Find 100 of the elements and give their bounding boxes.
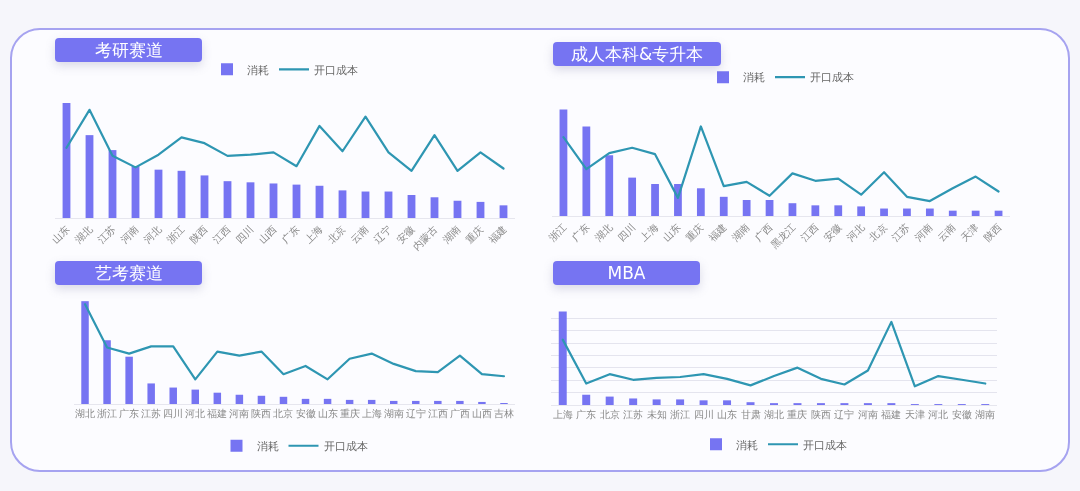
x-tick-label: 江苏 bbox=[95, 223, 118, 246]
bar bbox=[323, 398, 332, 404]
x-tick-label: 安徽 bbox=[951, 409, 972, 420]
chart-title: 成人本科&专升本 bbox=[553, 42, 722, 66]
bar bbox=[499, 205, 508, 218]
x-tick-label: 天津 bbox=[904, 409, 925, 420]
x-tick-label: 湖南 bbox=[383, 408, 404, 419]
legend-label: 开口成本 bbox=[314, 63, 358, 77]
x-tick-label: 山东 bbox=[49, 223, 72, 246]
x-tick-label: 河南 bbox=[229, 408, 250, 419]
x-tick-label: 河南 bbox=[912, 221, 935, 244]
bar bbox=[338, 190, 347, 218]
x-tick-label: 广东 bbox=[569, 221, 592, 244]
x-tick-label: 四川 bbox=[163, 408, 184, 419]
x-tick-label: 四川 bbox=[693, 409, 714, 420]
bar bbox=[605, 396, 614, 405]
x-tick-label: 河北 bbox=[844, 221, 867, 244]
bar bbox=[257, 395, 266, 404]
x-tick-label: 山西 bbox=[471, 408, 492, 419]
x-tick-label: 重庆 bbox=[463, 223, 486, 246]
x-tick-label: 广东 bbox=[279, 223, 302, 246]
bar bbox=[200, 175, 209, 218]
x-tick-label: 云南 bbox=[935, 221, 958, 244]
x-tick-label: 福建 bbox=[486, 223, 509, 246]
x-tick-label: 云南 bbox=[348, 223, 371, 246]
x-tick-label: 安徽 bbox=[295, 408, 316, 419]
bar bbox=[696, 188, 705, 216]
x-tick-label: 辽宁 bbox=[405, 408, 426, 419]
bar bbox=[628, 177, 637, 216]
x-tick-label: 重庆 bbox=[787, 409, 808, 420]
x-tick-label: 江西 bbox=[427, 408, 448, 419]
bar bbox=[582, 394, 591, 405]
chart-title: 考研赛道 bbox=[55, 38, 202, 62]
bar bbox=[746, 402, 755, 405]
x-tick-label: 浙江 bbox=[670, 409, 691, 420]
x-tick-label: 北京 bbox=[867, 221, 889, 244]
x-tick-label: 江西 bbox=[210, 223, 233, 246]
bar bbox=[389, 400, 398, 404]
x-tick-label: 广东 bbox=[576, 409, 597, 420]
bar bbox=[699, 400, 708, 405]
x-tick-label: 上海 bbox=[302, 223, 325, 246]
x-tick-label: 河北 bbox=[141, 223, 164, 246]
bar bbox=[147, 383, 155, 404]
bar bbox=[742, 200, 751, 216]
x-tick-label: 河南 bbox=[857, 409, 878, 420]
x-tick-label: 辽宁 bbox=[834, 409, 855, 420]
bar bbox=[81, 301, 89, 404]
bar bbox=[269, 183, 278, 218]
legend-label: 开口成本 bbox=[810, 71, 854, 85]
x-tick-label: 湖北 bbox=[75, 408, 96, 419]
bar bbox=[971, 210, 980, 216]
bar bbox=[629, 398, 638, 405]
chart-title: 艺考赛道 bbox=[55, 261, 202, 285]
bar bbox=[652, 399, 661, 405]
x-tick-label: 陕西 bbox=[810, 409, 831, 420]
bar bbox=[213, 392, 222, 404]
x-tick-label: 广东 bbox=[119, 408, 140, 419]
bar bbox=[834, 205, 843, 216]
x-tick-label: 湖北 bbox=[764, 409, 784, 420]
bar bbox=[723, 400, 732, 405]
x-tick-label: 湖南 bbox=[975, 409, 996, 420]
bar bbox=[125, 356, 133, 404]
bar bbox=[456, 400, 464, 404]
bar bbox=[345, 399, 354, 404]
x-tick-label: 陕西 bbox=[251, 408, 272, 419]
x-tick-label: 陕西 bbox=[981, 221, 1004, 244]
bar bbox=[246, 182, 255, 218]
bar bbox=[788, 203, 797, 216]
x-tick-label: 福建 bbox=[706, 221, 729, 244]
x-tick-label: 浙江 bbox=[164, 223, 187, 246]
bar bbox=[85, 135, 94, 218]
legend-label: 消耗 bbox=[743, 71, 765, 85]
x-tick-label: 江苏 bbox=[623, 409, 644, 420]
x-tick-label: 江苏 bbox=[141, 408, 162, 419]
legend-label: 开口成本 bbox=[323, 440, 368, 454]
x-tick-label: 上海 bbox=[638, 221, 660, 244]
bar bbox=[434, 400, 442, 404]
x-tick-label: 四川 bbox=[233, 223, 256, 246]
bar bbox=[367, 399, 376, 404]
x-tick-label: 安徽 bbox=[821, 221, 844, 244]
bar bbox=[857, 206, 866, 216]
x-tick-label: 上海 bbox=[361, 408, 382, 419]
bar bbox=[430, 197, 439, 218]
x-tick-label: 湖南 bbox=[729, 221, 752, 244]
x-tick-label: 山西 bbox=[256, 223, 279, 246]
x-tick-label: 河北 bbox=[928, 409, 949, 420]
bar bbox=[765, 200, 774, 216]
x-tick-label: 甘肃 bbox=[740, 409, 761, 420]
x-tick-label: 福建 bbox=[881, 409, 902, 420]
legend-label: 开口成本 bbox=[803, 438, 847, 452]
bar bbox=[235, 394, 244, 404]
bar bbox=[103, 340, 111, 404]
bar bbox=[191, 389, 200, 404]
x-tick-label: 江西 bbox=[798, 221, 821, 244]
x-tick-label: 北京 bbox=[325, 223, 348, 246]
chart-title: MBA bbox=[553, 261, 700, 285]
x-tick-label: 浙江 bbox=[546, 221, 569, 244]
x-tick-label: 未知 bbox=[646, 409, 667, 420]
bar bbox=[948, 210, 957, 216]
x-tick-label: 河北 bbox=[185, 408, 206, 419]
